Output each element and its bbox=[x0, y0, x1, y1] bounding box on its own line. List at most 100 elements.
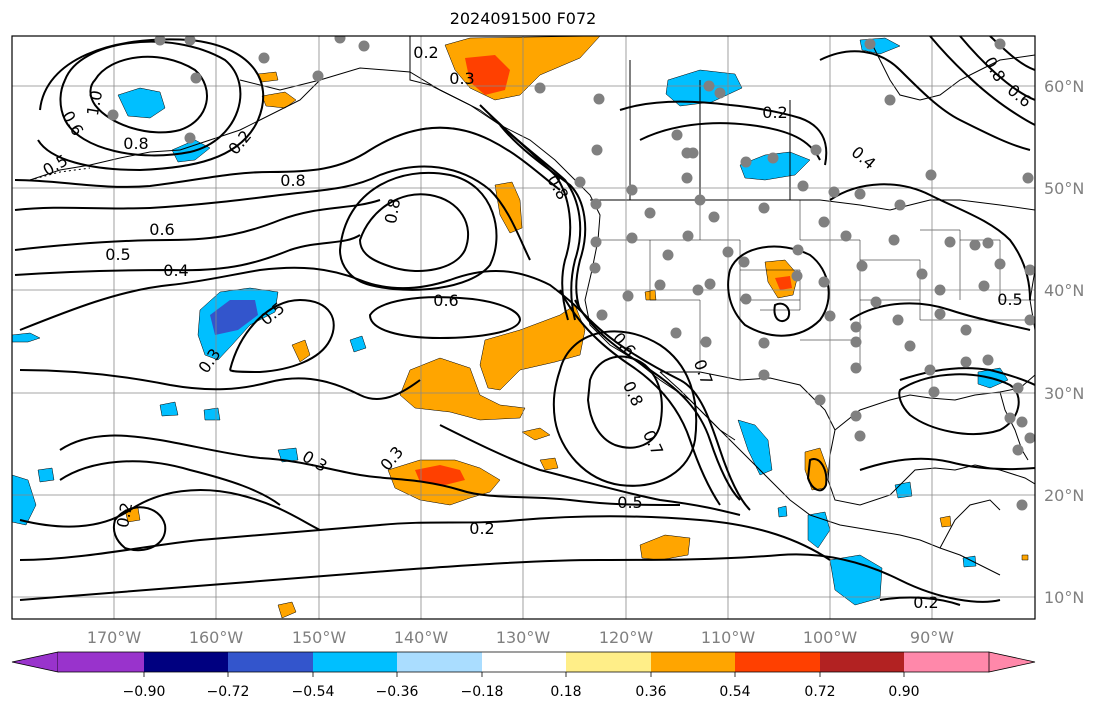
positive-anomaly-yukon-core bbox=[465, 55, 510, 95]
contour-label: 0.8 bbox=[381, 197, 404, 225]
colorbar-tick-label: −0.72 bbox=[207, 684, 250, 700]
contour-mid-1 bbox=[229, 298, 335, 374]
colorbar-tick-label: −0.36 bbox=[376, 684, 419, 700]
contour-gyre-1 bbox=[358, 193, 470, 272]
contour-label: 0.2 bbox=[913, 593, 938, 612]
map-title: 2024091500 F072 bbox=[449, 9, 597, 28]
colorbar-segment bbox=[482, 652, 566, 672]
colorbar-segment bbox=[144, 652, 228, 672]
coastline-gulf-coast bbox=[834, 374, 1035, 431]
contour-wave-4 bbox=[14, 234, 361, 276]
contour-wave-north bbox=[14, 126, 561, 191]
lat-tick-label: 10°N bbox=[1044, 588, 1084, 607]
contour-label: 0.6 bbox=[433, 291, 458, 310]
contour-ne-1 bbox=[929, 36, 1035, 126]
map-background bbox=[12, 36, 1035, 619]
colorbar: −0.90 −0.72 −0.54 −0.36 −0.18 0.18 0.36 … bbox=[11, 651, 1036, 700]
contour-west-loop bbox=[112, 506, 167, 552]
contour-east-big bbox=[829, 183, 1031, 301]
colorbar-segment bbox=[397, 652, 482, 672]
lon-tick-label: 110°W bbox=[701, 628, 756, 647]
contour-central-loop bbox=[727, 245, 830, 337]
contour-wave-2 bbox=[14, 165, 531, 261]
contour-02-south bbox=[19, 553, 1001, 603]
colorbar-tick-label: 0.90 bbox=[888, 684, 919, 700]
positive-anomaly-tiny-2 bbox=[939, 515, 952, 528]
positive-anomaly-alaska-small bbox=[261, 91, 297, 109]
colorbar-segment bbox=[904, 652, 989, 672]
contour-05-tail bbox=[439, 424, 741, 516]
lat-tick-label: 30°N bbox=[1044, 384, 1084, 403]
border-alaska-canada bbox=[409, 36, 501, 126]
coastline-florida bbox=[999, 391, 1029, 461]
colorbar-ticks bbox=[143, 672, 905, 677]
contour-label: 0.6 bbox=[149, 220, 174, 239]
coastline-yucatan bbox=[939, 499, 1001, 549]
negative-anomaly-small-2 bbox=[203, 407, 221, 421]
lat-tick-label: 20°N bbox=[1044, 486, 1084, 505]
lon-tick-label: 170°W bbox=[87, 628, 142, 647]
lon-tick-label: 130°W bbox=[496, 628, 551, 647]
negative-anomaly-sm-6 bbox=[962, 555, 977, 568]
contour-mexico-loop bbox=[806, 458, 828, 492]
contour-east-3 bbox=[899, 367, 1035, 386]
negative-anomaly-small-1 bbox=[159, 401, 179, 417]
contour-label: 0.5 bbox=[105, 245, 130, 264]
contour-label: 0.2 bbox=[413, 43, 438, 62]
coastline-baja bbox=[659, 371, 736, 441]
contour-sw-2 bbox=[574, 299, 741, 501]
coastline-aleutian bbox=[29, 149, 181, 181]
negative-anomaly-bering bbox=[117, 87, 166, 119]
contour-alaska-low-3 bbox=[37, 38, 265, 172]
positive-anomaly-pacific-small1 bbox=[521, 427, 551, 441]
contour-label: 0.2 bbox=[469, 519, 494, 538]
colorbar-right-extension bbox=[988, 651, 1036, 673]
longitude-labels: 170°W 160°W 150°W 140°W 130°W 120°W 110°… bbox=[87, 628, 954, 647]
shaded-anomalies bbox=[12, 36, 1029, 619]
lon-tick-label: 140°W bbox=[394, 628, 449, 647]
contour-ne-3 bbox=[989, 36, 1035, 71]
colorbar-segment bbox=[313, 652, 397, 672]
contour-label: 0.8 bbox=[280, 171, 305, 190]
dotted-line bbox=[29, 167, 91, 181]
positive-anomaly-pacific-south-core bbox=[415, 465, 465, 485]
positive-anomaly-tiny-3 bbox=[1021, 554, 1029, 561]
contour-label: 0.4 bbox=[163, 261, 188, 280]
negative-anomaly-west-edge bbox=[12, 474, 37, 526]
contour-03-line bbox=[59, 434, 681, 506]
lon-tick-label: 120°W bbox=[599, 628, 654, 647]
negative-anomaly-small-3 bbox=[277, 447, 299, 463]
contour-caribbean bbox=[859, 457, 1035, 471]
positive-anomaly-bc-coast bbox=[494, 181, 523, 234]
coastline-alaska-pen bbox=[179, 79, 321, 151]
contour-ne-2 bbox=[959, 36, 1035, 101]
latitude-labels: 60°N 50°N 40°N 30°N 20°N 10°N bbox=[1044, 77, 1084, 607]
contour-label: 0.5 bbox=[997, 290, 1022, 309]
contour-coast-3 bbox=[479, 104, 572, 321]
positive-anomaly-pacific-central bbox=[479, 304, 586, 391]
colorbar-tick-label: −0.90 bbox=[123, 684, 166, 700]
lon-tick-label: 150°W bbox=[292, 628, 347, 647]
colorbar-segment bbox=[58, 652, 144, 672]
contour-02-line bbox=[19, 515, 831, 561]
lon-tick-label: 90°W bbox=[910, 628, 954, 647]
negative-anomaly-west-edge-2 bbox=[12, 332, 41, 343]
contour-east-2 bbox=[849, 302, 1031, 331]
negative-anomaly-pacific-west-core bbox=[210, 300, 258, 335]
negative-anomaly-sm-5 bbox=[777, 505, 788, 518]
gridlines bbox=[12, 36, 1035, 619]
colorbar-segment bbox=[735, 652, 820, 672]
positive-anomaly-hawaii bbox=[291, 339, 311, 363]
contour-gyre-2 bbox=[338, 171, 498, 291]
contour-03-pacific bbox=[59, 460, 281, 506]
contour-alaska-low-2 bbox=[59, 40, 242, 157]
contour-canada-ne bbox=[819, 50, 1031, 151]
contour-label: 1.0 bbox=[83, 89, 106, 117]
colorbar-left-extension bbox=[11, 651, 59, 673]
contour-label: 0.2 bbox=[762, 103, 787, 122]
positive-anomaly-pacific-small2 bbox=[539, 457, 559, 471]
contour-08-loop bbox=[586, 355, 663, 449]
contour-canada-2 bbox=[639, 122, 821, 161]
contour-small-loop bbox=[773, 302, 791, 323]
